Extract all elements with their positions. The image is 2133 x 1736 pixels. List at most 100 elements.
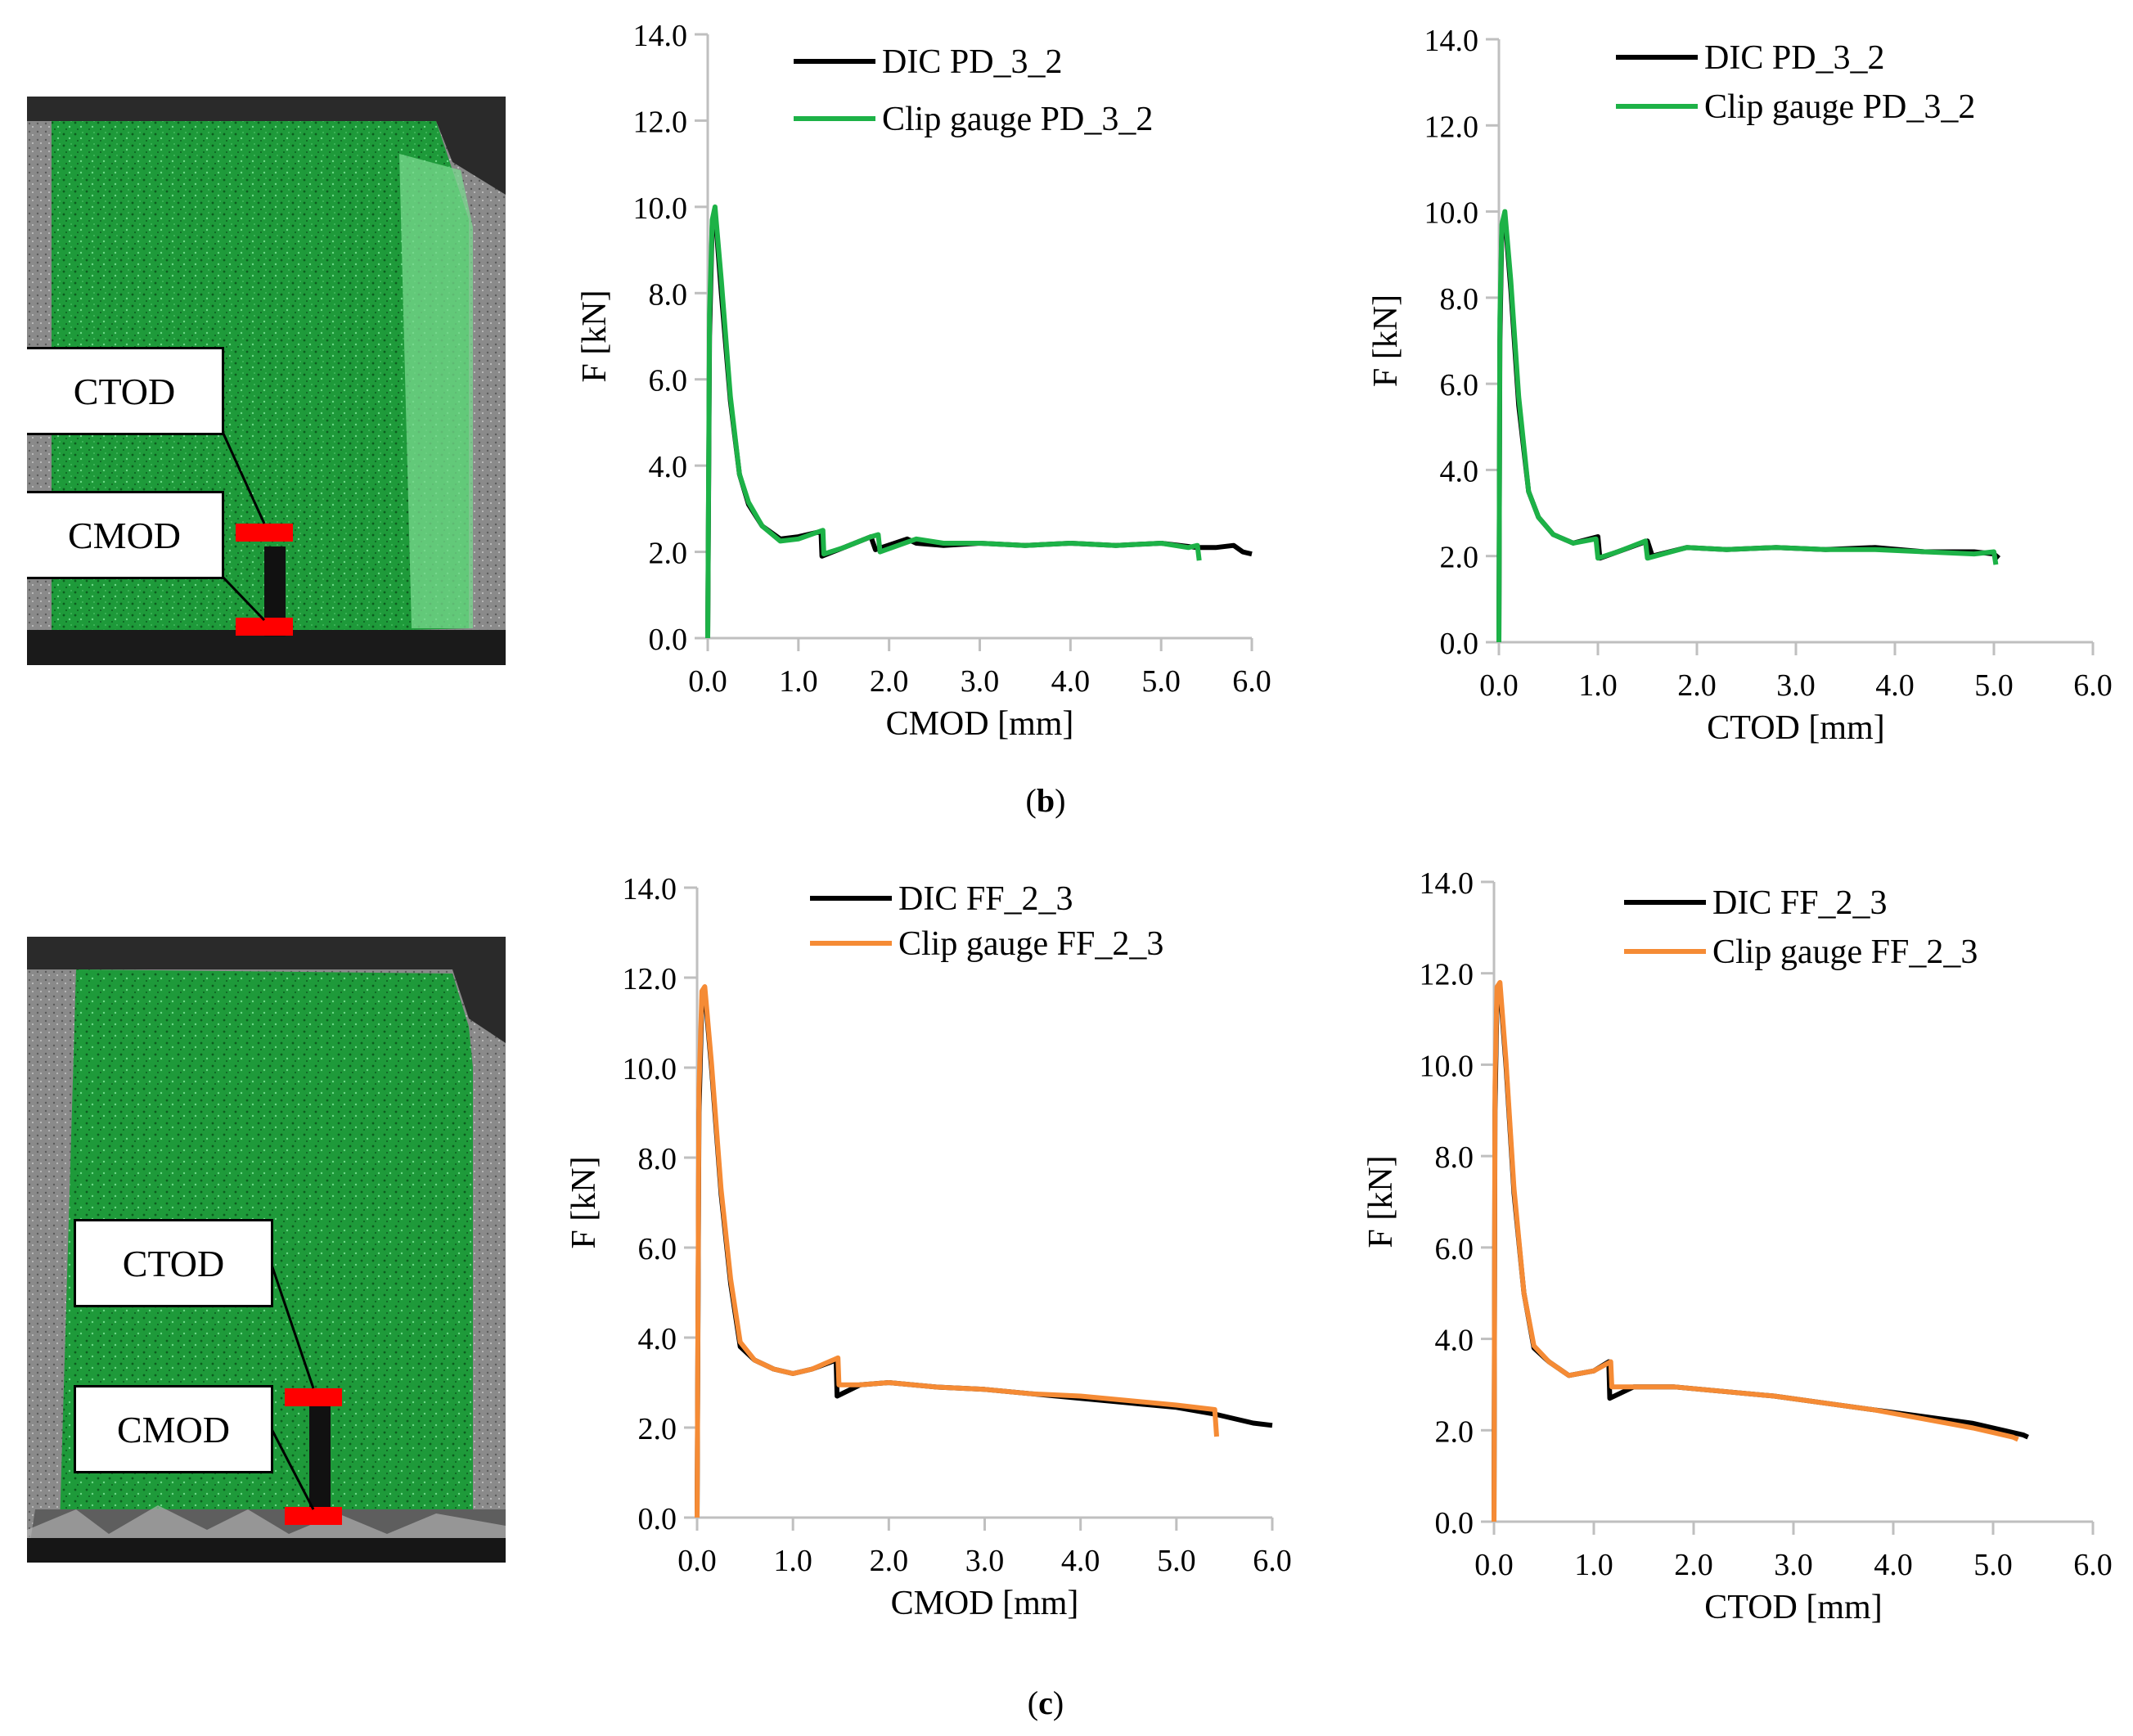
specimen-photo-b: CTOD CMOD (27, 97, 506, 665)
series-line-0 (1492, 984, 2029, 1522)
x-tick-label: 1.0 (1574, 1548, 1613, 1582)
y-tick-label: 6.0 (1440, 368, 1479, 403)
x-tick-label: 0.0 (677, 1544, 717, 1578)
y-tick-label: 2.0 (638, 1412, 677, 1446)
y-tick-label: 12.0 (633, 105, 688, 139)
y-tick-label: 4.0 (638, 1322, 677, 1356)
x-tick-label: 0.0 (1479, 668, 1519, 703)
y-axis-label: F [kN] (1362, 1155, 1400, 1248)
cmod-callout-c: CMOD (74, 1385, 273, 1473)
x-tick-label: 4.0 (1875, 668, 1915, 703)
x-tick-label: 2.0 (870, 1544, 909, 1578)
y-tick-label: 2.0 (1440, 541, 1479, 575)
x-tick-label: 1.0 (1578, 668, 1618, 703)
x-tick-label: 6.0 (1253, 1544, 1292, 1578)
y-tick-label: 8.0 (1440, 282, 1479, 317)
y-tick-label: 0.0 (649, 623, 688, 657)
y-axis-label: F [kN] (1367, 295, 1405, 387)
y-tick-label: 12.0 (1420, 958, 1474, 992)
caption-b-letter: b (1036, 782, 1055, 819)
y-tick-label: 2.0 (1435, 1414, 1474, 1449)
y-tick-label: 0.0 (638, 1502, 677, 1536)
y-tick-label: 6.0 (638, 1232, 677, 1266)
x-tick-label: 4.0 (1051, 664, 1091, 699)
y-tick-label: 2.0 (649, 537, 688, 571)
y-tick-label: 8.0 (649, 277, 688, 312)
y-tick-label: 0.0 (1440, 627, 1479, 661)
y-tick-label: 10.0 (623, 1052, 677, 1086)
cmod-marker (236, 618, 293, 636)
cmod-callout: CMOD (27, 491, 224, 579)
y-tick-label: 14.0 (1420, 866, 1474, 901)
y-tick-label: 4.0 (1435, 1324, 1474, 1358)
x-tick-label: 4.0 (1061, 1544, 1100, 1578)
y-tick-label: 6.0 (649, 364, 688, 398)
x-tick-label: 3.0 (1774, 1548, 1813, 1582)
cmod-marker-c (285, 1507, 342, 1525)
specimen-photo-c: CTOD CMOD (27, 937, 506, 1563)
legend-label-1: Clip gauge FF_2_3 (898, 925, 1163, 963)
x-tick-label: 6.0 (2073, 1548, 2113, 1582)
x-tick-label: 1.0 (773, 1544, 812, 1578)
x-tick-label: 2.0 (1677, 668, 1717, 703)
y-tick-label: 8.0 (638, 1142, 677, 1176)
x-tick-label: 3.0 (1776, 668, 1816, 703)
ctod-marker (236, 524, 293, 542)
caption-b-open: ( (1025, 782, 1037, 819)
x-tick-label: 0.0 (688, 664, 727, 699)
ctod-callout: CTOD (27, 347, 224, 435)
y-tick-label: 10.0 (1424, 196, 1479, 231)
series-line-1 (695, 984, 1219, 1518)
x-axis-label: CTOD [mm] (1704, 1589, 1882, 1626)
y-tick-label: 14.0 (623, 872, 677, 906)
series-line-1 (1492, 979, 2019, 1522)
y-tick-label: 12.0 (1424, 110, 1479, 144)
y-tick-label: 8.0 (1435, 1140, 1474, 1175)
x-tick-label: 1.0 (779, 664, 818, 699)
series-line-1 (705, 204, 1202, 639)
y-tick-label: 10.0 (633, 191, 688, 226)
y-axis-label: F [kN] (576, 290, 614, 382)
caption-b-close: ) (1055, 782, 1066, 819)
x-tick-label: 4.0 (1874, 1548, 1913, 1582)
y-tick-label: 6.0 (1435, 1232, 1474, 1266)
series-line-1 (1496, 209, 1999, 643)
caption-c: (c) (1005, 1684, 1087, 1722)
y-tick-label: 4.0 (649, 450, 688, 484)
x-tick-label: 6.0 (2073, 668, 2113, 703)
caption-c-open: ( (1027, 1684, 1039, 1721)
legend-label-0: DIC PD_3_2 (1704, 39, 1885, 77)
x-tick-label: 2.0 (870, 664, 909, 699)
legend-label-1: Clip gauge PD_3_2 (882, 101, 1153, 138)
legend-label-0: DIC FF_2_3 (898, 880, 1073, 918)
caption-b: (b) (1005, 781, 1087, 820)
legend-label-0: DIC PD_3_2 (882, 43, 1063, 81)
y-tick-label: 14.0 (633, 19, 688, 53)
x-tick-label: 3.0 (965, 1544, 1005, 1578)
x-tick-label: 0.0 (1474, 1548, 1514, 1582)
y-tick-label: 12.0 (623, 962, 677, 996)
caption-c-letter: c (1038, 1684, 1053, 1721)
y-tick-label: 0.0 (1435, 1506, 1474, 1540)
x-tick-label: 3.0 (961, 664, 1000, 699)
y-tick-label: 14.0 (1424, 24, 1479, 58)
caption-c-close: ) (1052, 1684, 1064, 1721)
x-axis-label: CMOD [mm] (891, 1585, 1079, 1622)
y-tick-label: 4.0 (1440, 454, 1479, 488)
x-axis-label: CTOD [mm] (1707, 709, 1884, 747)
y-axis-label: F [kN] (565, 1156, 603, 1248)
x-tick-label: 2.0 (1674, 1548, 1713, 1582)
legend-label-0: DIC FF_2_3 (1712, 884, 1888, 922)
y-tick-label: 10.0 (1420, 1049, 1474, 1083)
legend-label-1: Clip gauge FF_2_3 (1712, 933, 1978, 971)
ctod-marker-c (285, 1388, 342, 1406)
x-axis-label: CMOD [mm] (886, 705, 1074, 743)
legend-label-1: Clip gauge PD_3_2 (1704, 88, 1975, 126)
x-tick-label: 5.0 (1973, 1548, 2013, 1582)
x-tick-label: 6.0 (1232, 664, 1271, 699)
ctod-callout-c: CTOD (74, 1219, 273, 1307)
